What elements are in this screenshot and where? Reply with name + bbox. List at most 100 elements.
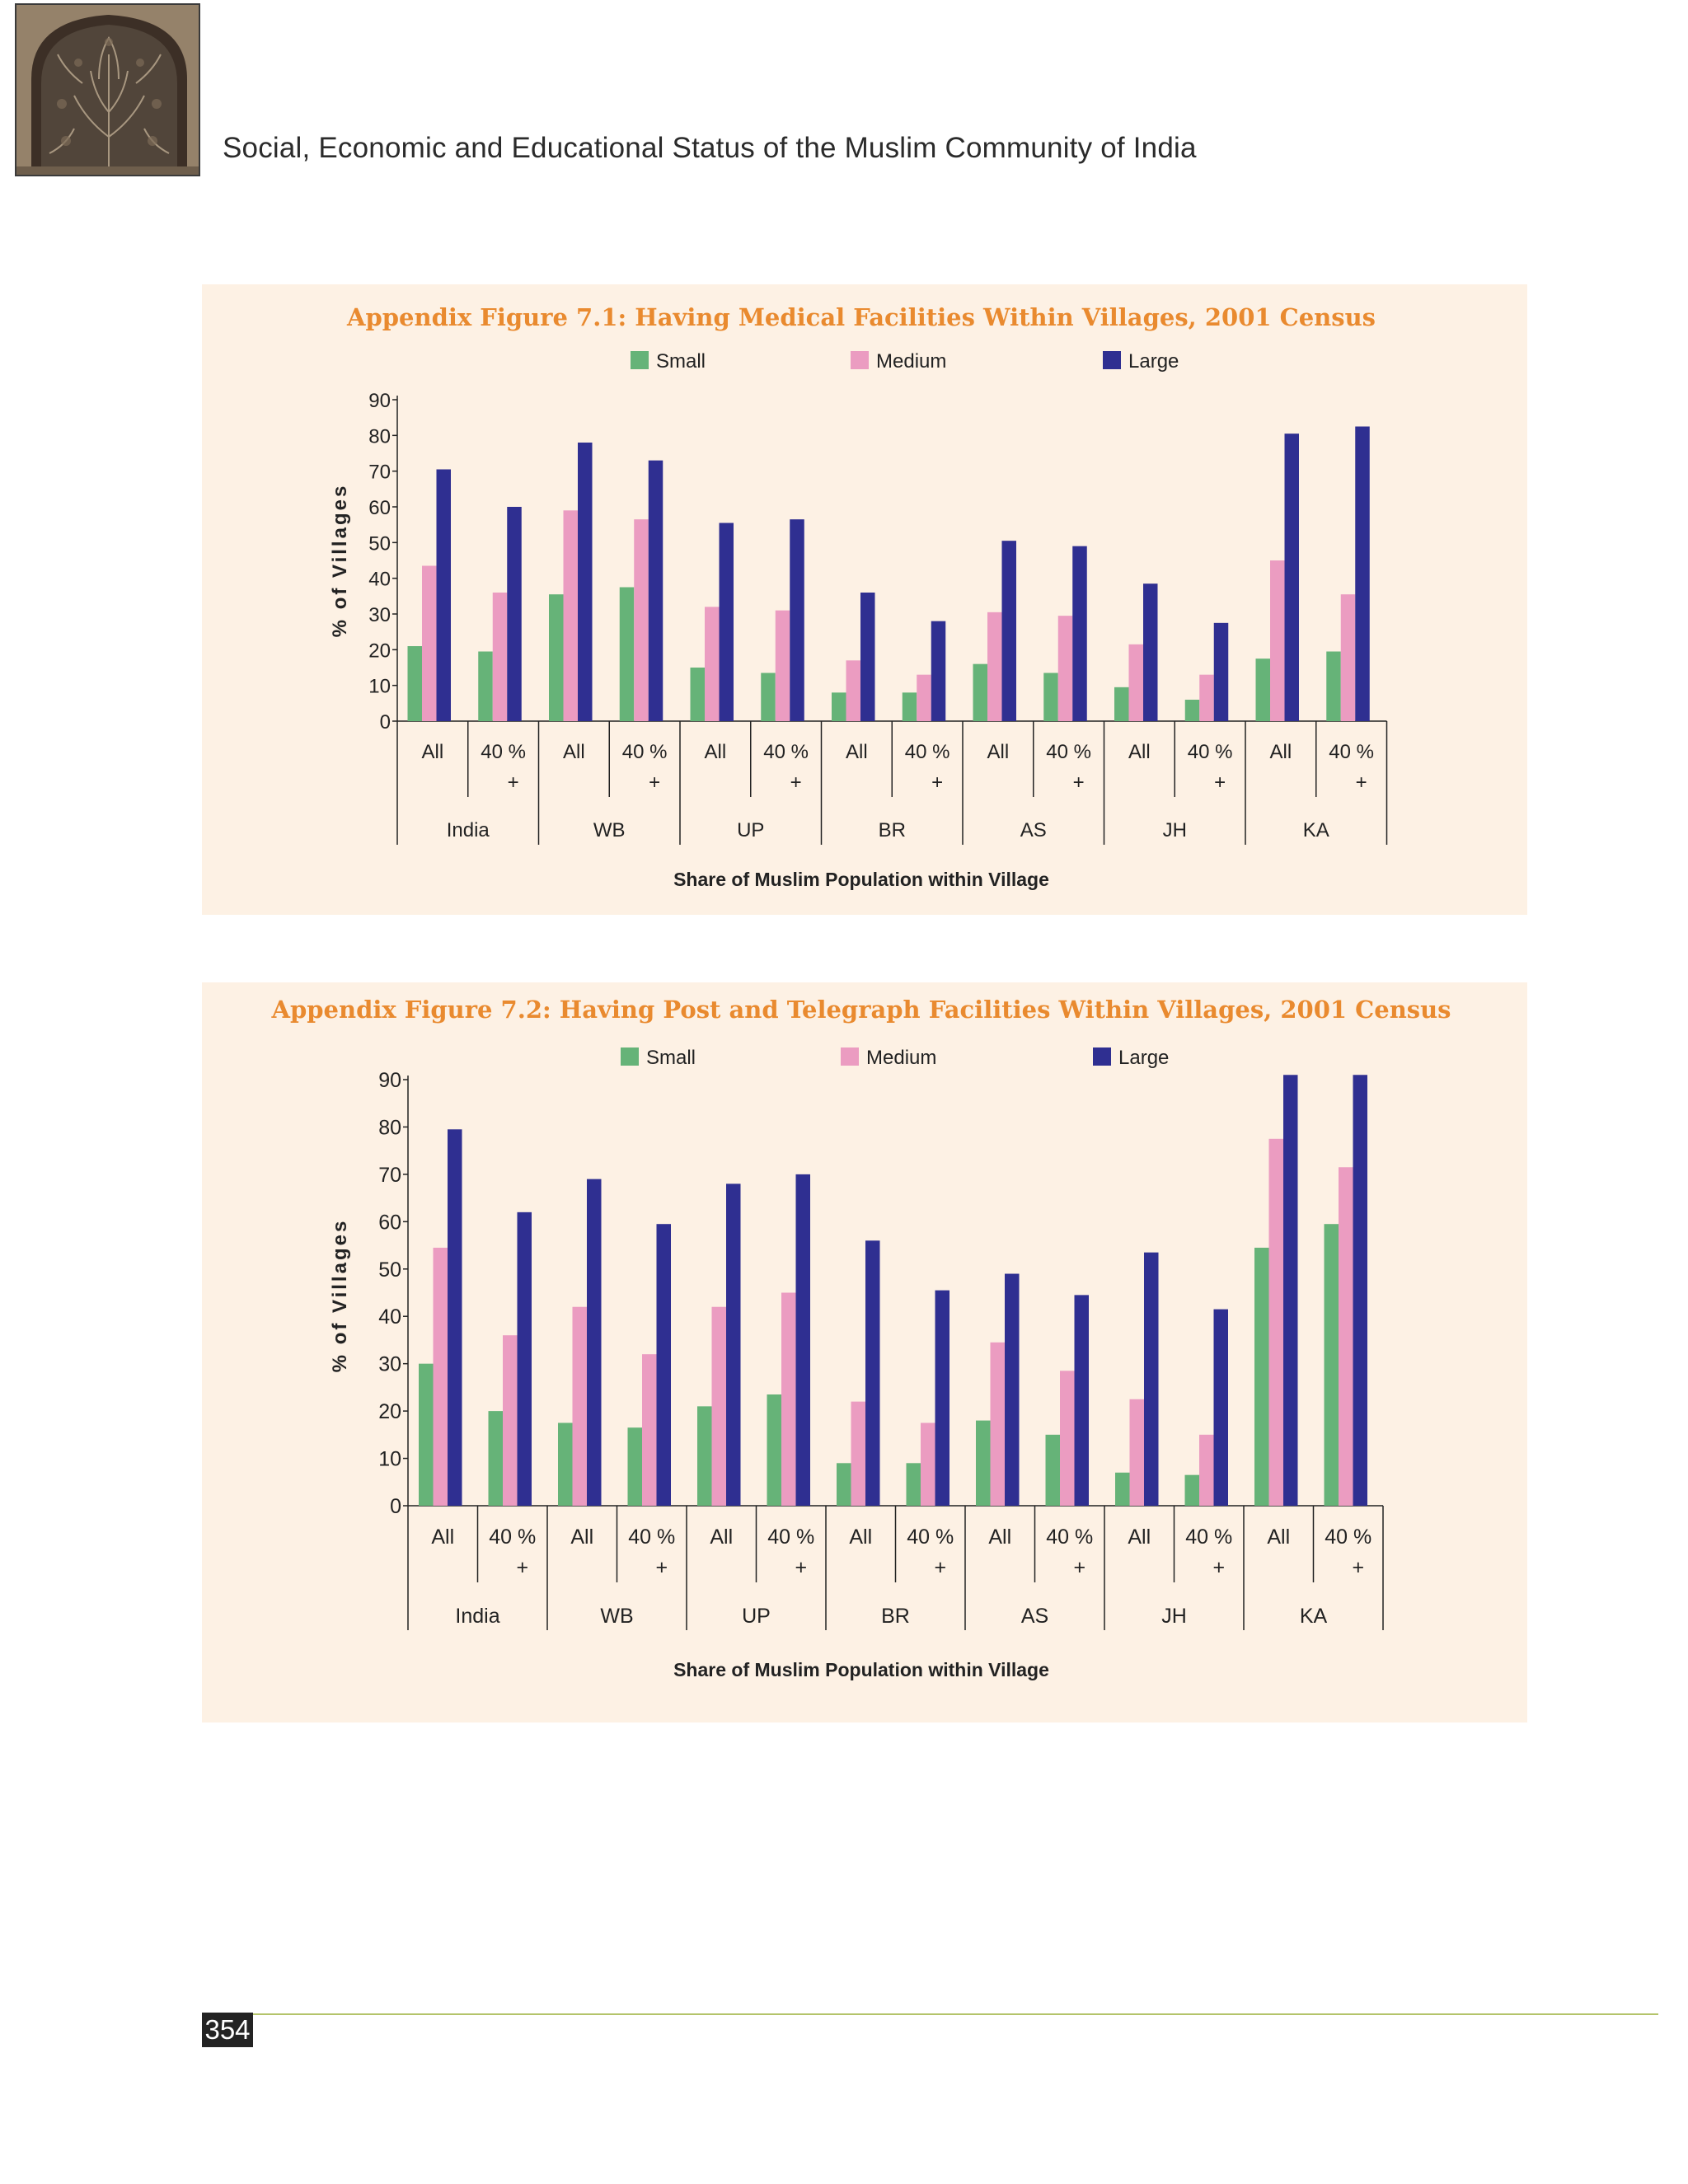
x-category-label: All <box>988 1526 1011 1549</box>
x-category-label-line2: + <box>934 1556 946 1579</box>
x-category-label: All <box>1128 741 1151 763</box>
bar-medium <box>1199 674 1214 721</box>
y-tick-label: 90 <box>378 1069 401 1092</box>
x-category-label: All <box>431 1526 454 1549</box>
bar-medium <box>422 565 437 721</box>
bar-large <box>931 621 946 721</box>
carved-stone-window-jali-image <box>15 3 200 176</box>
x-category-label: All <box>563 741 585 763</box>
x-category-label: 40 % <box>628 1526 675 1549</box>
bar-large <box>1074 1295 1089 1506</box>
x-group-label: WB <box>600 1605 633 1628</box>
footer-divider <box>251 2013 1658 2015</box>
legend-swatch-medium <box>841 1047 859 1066</box>
bar-medium <box>987 612 1002 721</box>
bar-medium <box>572 1306 587 1506</box>
x-axis-label: Share of Muslim Population within Villag… <box>673 1659 1049 1680</box>
x-group-label: WB <box>593 819 626 841</box>
x-category-label: 40 % <box>1188 741 1233 763</box>
x-category-label-line2: + <box>795 1556 807 1579</box>
chart-panel-medical-facilities: Appendix Figure 7.1: Having Medical Faci… <box>202 284 1527 915</box>
x-category-label: 40 % <box>489 1526 536 1549</box>
y-tick-label: 70 <box>368 462 391 484</box>
x-category-label-line2: + <box>790 771 802 794</box>
x-category-label: 40 % <box>907 1526 954 1549</box>
x-category-label-line2: + <box>1073 771 1085 794</box>
bar-large <box>578 443 593 721</box>
bar-large <box>1143 583 1158 721</box>
legend-label-medium: Medium <box>876 350 946 373</box>
bar-medium <box>634 519 649 721</box>
x-category-label: 40 % <box>622 741 668 763</box>
bar-large <box>935 1290 950 1506</box>
y-tick-label: 50 <box>378 1258 401 1282</box>
bar-small <box>767 1394 781 1506</box>
bar-large <box>726 1183 741 1506</box>
x-group-label: JH <box>1163 819 1187 841</box>
y-tick-label: 40 <box>368 569 391 591</box>
y-tick-label: 30 <box>368 604 391 626</box>
bar-small <box>973 663 987 721</box>
y-tick-label: 80 <box>378 1116 401 1139</box>
bar-small <box>1115 1472 1130 1506</box>
bar-medium <box>492 593 508 721</box>
x-category-label-line2: + <box>931 771 943 794</box>
bar-small <box>902 692 917 721</box>
bar-medium <box>1270 560 1285 721</box>
x-group-label: AS <box>1020 819 1047 841</box>
bar-large <box>860 593 875 721</box>
bar-medium <box>1057 616 1073 721</box>
y-tick-label: 10 <box>378 1448 401 1471</box>
chart-title: Appendix Figure 7.1: Having Medical Faci… <box>346 303 1376 331</box>
bar-large <box>648 460 663 721</box>
y-tick-label: 90 <box>368 390 391 412</box>
bar-large <box>656 1224 671 1506</box>
legend-label-small: Small <box>656 350 706 373</box>
chart-post-telegraph-facilities: Appendix Figure 7.2: Having Post and Tel… <box>270 996 1451 1680</box>
bar-large <box>1144 1252 1159 1506</box>
bar-large <box>587 1179 602 1506</box>
x-category-label-line2: + <box>1352 1556 1364 1579</box>
x-group-label: UP <box>742 1605 771 1628</box>
y-axis-label: % of Villages <box>329 1219 351 1373</box>
y-tick-label: 20 <box>368 640 391 662</box>
bar-medium <box>705 607 720 721</box>
bar-large <box>436 469 451 721</box>
x-category-label: 40 % <box>1185 1526 1232 1549</box>
bar-small <box>832 692 846 721</box>
y-tick-label: 0 <box>380 711 391 733</box>
y-tick-label: 60 <box>378 1211 401 1234</box>
x-group-label: India <box>455 1605 499 1628</box>
bar-small <box>1254 1247 1269 1506</box>
legend-label-small: Small <box>646 1047 696 1069</box>
bar-large <box>1355 426 1370 721</box>
bar-small <box>558 1422 573 1506</box>
bar-large <box>1005 1273 1020 1506</box>
bar-large <box>1072 546 1087 721</box>
x-category-label: 40 % <box>1329 741 1374 763</box>
y-tick-label: 0 <box>390 1495 401 1518</box>
x-group-label: KA <box>1303 819 1329 841</box>
bar-medium <box>1060 1371 1075 1506</box>
x-category-label: All <box>987 741 1010 763</box>
bar-medium <box>1268 1138 1283 1506</box>
x-axis-label: Share of Muslim Population within Villag… <box>673 869 1049 890</box>
bar-medium <box>1339 1167 1353 1506</box>
bar-medium <box>1129 1399 1144 1506</box>
x-group-label: UP <box>737 819 764 841</box>
bar-small <box>1043 673 1058 721</box>
bar-small <box>906 1463 921 1506</box>
bar-medium <box>921 1422 935 1506</box>
x-category-label: All <box>422 741 444 763</box>
x-category-label: All <box>849 1526 872 1549</box>
bar-medium <box>781 1292 796 1506</box>
x-category-label-line2: + <box>516 1556 528 1579</box>
bar-medium <box>711 1306 726 1506</box>
bar-small <box>697 1406 712 1506</box>
page-number: 354 <box>202 2013 253 2047</box>
x-category-label-line2: + <box>1214 771 1226 794</box>
bar-medium <box>851 1401 865 1506</box>
y-tick-label: 60 <box>368 497 391 519</box>
legend-swatch-small <box>621 1047 639 1066</box>
legend-swatch-large <box>1103 351 1121 369</box>
